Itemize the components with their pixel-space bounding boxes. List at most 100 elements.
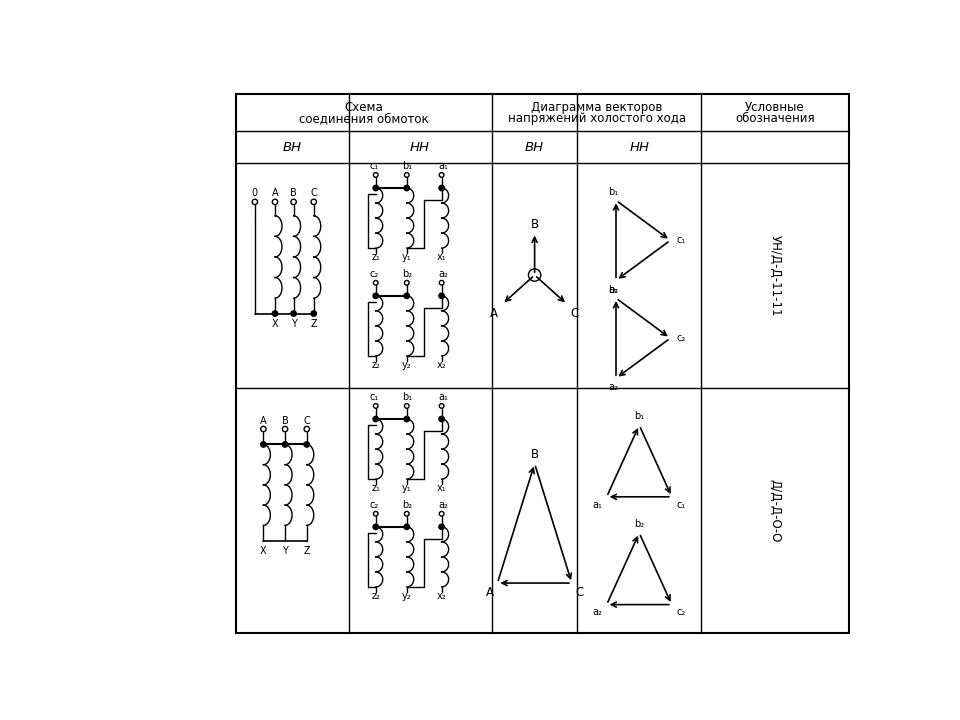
Text: A: A	[260, 415, 267, 426]
Text: a₁: a₁	[608, 284, 618, 294]
Circle shape	[282, 442, 288, 447]
Text: x₁: x₁	[437, 252, 446, 262]
Text: C: C	[571, 307, 579, 320]
Text: c₁: c₁	[677, 235, 685, 246]
Circle shape	[439, 416, 444, 422]
Text: C: C	[575, 586, 584, 599]
Text: X: X	[260, 546, 267, 556]
Text: Диаграмма векторов: Диаграмма векторов	[531, 102, 662, 114]
Text: b₂: b₂	[608, 284, 618, 294]
Text: НН: НН	[410, 140, 430, 154]
Text: ВН: ВН	[525, 140, 544, 154]
Text: c₁: c₁	[370, 161, 379, 171]
Circle shape	[404, 416, 410, 422]
Text: a₁: a₁	[592, 500, 602, 510]
Circle shape	[261, 426, 266, 432]
Text: Z: Z	[303, 546, 310, 556]
Text: Схема: Схема	[345, 102, 383, 114]
Text: A: A	[491, 307, 498, 320]
Circle shape	[404, 173, 409, 177]
Circle shape	[311, 199, 317, 204]
Text: Д/Д-Д-О-О: Д/Д-Д-О-О	[768, 479, 781, 542]
Circle shape	[282, 426, 288, 432]
Circle shape	[404, 404, 409, 408]
Circle shape	[304, 442, 309, 447]
Circle shape	[404, 524, 410, 529]
Circle shape	[252, 199, 257, 204]
Circle shape	[404, 280, 409, 285]
Circle shape	[291, 199, 297, 204]
Text: b₂: b₂	[635, 518, 644, 528]
Bar	[236, 94, 849, 633]
Circle shape	[373, 511, 378, 516]
Text: C: C	[310, 189, 317, 199]
Text: Y: Y	[282, 546, 288, 556]
Text: x₁: x₁	[437, 483, 446, 493]
Text: обозначения: обозначения	[735, 112, 815, 125]
Text: Z: Z	[310, 320, 317, 329]
Text: a₂: a₂	[438, 269, 448, 279]
Text: b₁: b₁	[401, 392, 412, 402]
Text: c₂: c₂	[677, 333, 685, 343]
Circle shape	[373, 416, 378, 422]
Circle shape	[404, 511, 409, 516]
Text: a₁: a₁	[438, 392, 448, 402]
Text: напряжений холостого хода: напряжений холостого хода	[508, 112, 685, 125]
Text: y₁: y₁	[402, 252, 412, 262]
Text: Y: Y	[291, 320, 297, 329]
Text: A: A	[486, 586, 493, 599]
Circle shape	[373, 293, 378, 299]
Text: c₂: c₂	[370, 269, 379, 279]
Circle shape	[373, 173, 378, 177]
Circle shape	[440, 511, 444, 516]
Circle shape	[439, 524, 444, 529]
Text: ВН: ВН	[282, 140, 301, 154]
Circle shape	[404, 185, 410, 191]
Circle shape	[373, 404, 378, 408]
Text: a₂: a₂	[438, 500, 448, 510]
Text: a₂: a₂	[592, 607, 602, 617]
Text: z₁: z₁	[372, 483, 380, 493]
Text: z₂: z₂	[372, 360, 380, 370]
Text: соединения обмоток: соединения обмоток	[300, 112, 429, 125]
Text: x₂: x₂	[437, 360, 446, 370]
Text: c₂: c₂	[677, 607, 685, 617]
Circle shape	[304, 426, 309, 432]
Text: УН/Д-Д-11-11: УН/Д-Д-11-11	[768, 235, 781, 317]
Circle shape	[273, 199, 277, 204]
Text: a₂: a₂	[608, 382, 618, 392]
Text: НН: НН	[629, 140, 649, 154]
Circle shape	[373, 524, 378, 529]
Circle shape	[373, 280, 378, 285]
Circle shape	[373, 185, 378, 191]
Text: A: A	[272, 189, 278, 199]
Text: B: B	[281, 415, 288, 426]
Circle shape	[440, 173, 444, 177]
Text: z₁: z₁	[372, 252, 380, 262]
Text: y₂: y₂	[402, 591, 412, 601]
Text: b₁: b₁	[635, 411, 644, 421]
Text: Условные: Условные	[745, 102, 804, 114]
Circle shape	[439, 185, 444, 191]
Text: B: B	[290, 189, 297, 199]
Circle shape	[440, 404, 444, 408]
Text: B: B	[531, 218, 539, 232]
Text: b₂: b₂	[401, 269, 412, 279]
Circle shape	[261, 442, 266, 447]
Text: B: B	[531, 448, 539, 461]
Text: z₂: z₂	[372, 591, 380, 601]
Circle shape	[528, 269, 540, 282]
Text: c₁: c₁	[370, 392, 379, 402]
Text: y₂: y₂	[402, 360, 412, 370]
Circle shape	[311, 311, 317, 316]
Text: C: C	[303, 415, 310, 426]
Circle shape	[440, 280, 444, 285]
Text: b₂: b₂	[401, 500, 412, 510]
Text: X: X	[272, 320, 278, 329]
Text: x₂: x₂	[437, 591, 446, 601]
Text: 0: 0	[252, 189, 258, 199]
Text: a₁: a₁	[438, 161, 448, 171]
Text: b₁: b₁	[608, 187, 618, 197]
Text: c₂: c₂	[370, 500, 379, 510]
Circle shape	[273, 311, 277, 316]
